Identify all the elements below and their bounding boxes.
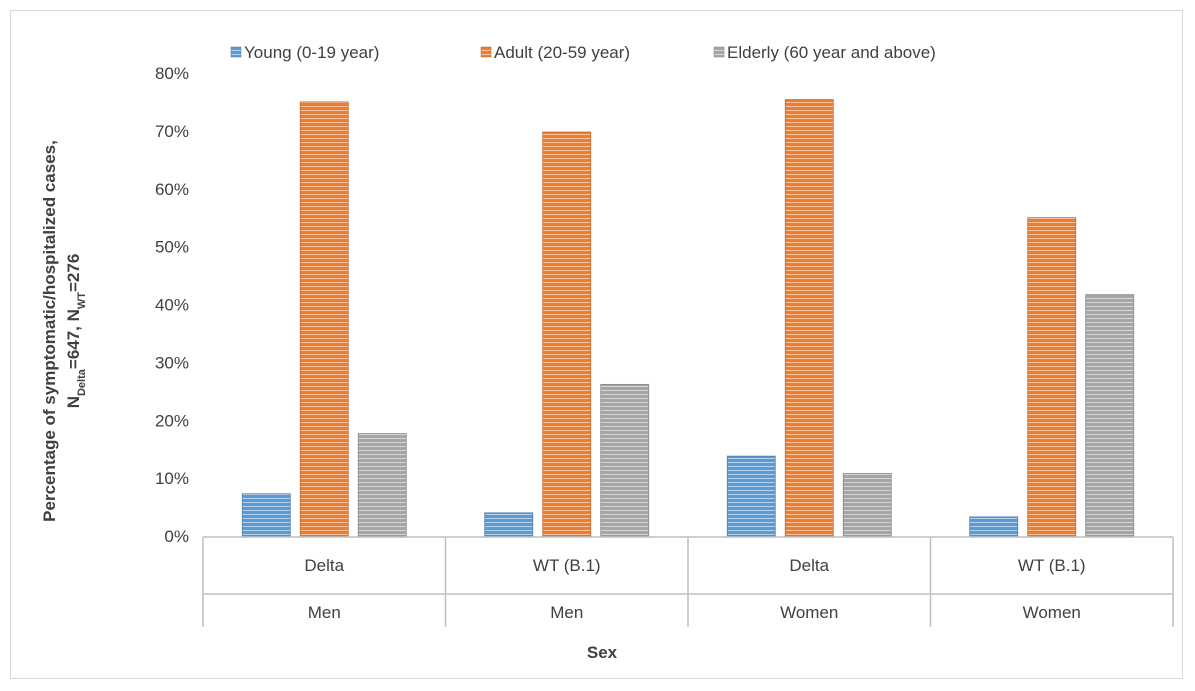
bar [1027, 217, 1077, 537]
x-tick-label-variant: WT (B.1) [533, 556, 601, 575]
x-tick-label-variant: Delta [789, 556, 829, 575]
bar [357, 433, 407, 537]
bar [784, 99, 834, 537]
bar-chart: Young (0-19 year) Adult (20-59 year) Elder… [40, 43, 1174, 662]
x-tick-label-variant: Delta [304, 556, 344, 575]
x-tick-label-sex: Women [1023, 603, 1081, 622]
y-axis: 0% 10% 20% 30% 40% 50% 60% 70% 80% [155, 64, 189, 546]
x-tick-label-sex: Women [780, 603, 838, 622]
bar [299, 101, 349, 537]
bar [241, 493, 291, 537]
legend-swatch [230, 46, 242, 58]
y-tick-label: 10% [155, 469, 189, 488]
legend: Young (0-19 year) Adult (20-59 year) Elder… [230, 43, 936, 62]
y-axis-title-text: =647, N [64, 309, 83, 369]
y-axis-title-subscript: Delta [76, 368, 88, 396]
x-axis: Delta Men WT (B.1) Men Delta Women WT (B.1) Wom… [202, 536, 1174, 627]
x-axis-title: Sex [587, 643, 618, 662]
chart-frame: Young (0-19 year) Adult (20-59 year) Elder… [10, 10, 1183, 679]
x-tick-label-sex: Men [308, 603, 341, 622]
y-tick-label: 30% [155, 353, 189, 372]
y-axis-title: Percentage of symptomatic/hospitalized c… [40, 140, 88, 522]
x-tick-label-sex: Men [550, 603, 583, 622]
x-tick-label-variant: WT (B.1) [1018, 556, 1086, 575]
legend-swatch [480, 46, 492, 58]
legend-item: Young (0-19 year) [230, 43, 379, 62]
y-axis-title-subscript: WT [76, 292, 88, 309]
bar [1085, 294, 1135, 537]
y-axis-title-text: =276 [64, 254, 83, 292]
bar [969, 516, 1019, 537]
legend-item: Elderly (60 year and above) [713, 43, 936, 62]
bar [842, 473, 892, 537]
bar [542, 131, 592, 537]
bars [241, 99, 1135, 537]
y-tick-label: 60% [155, 180, 189, 199]
y-tick-label: 50% [155, 238, 189, 257]
bar [726, 455, 776, 537]
y-axis-title-text: N [64, 396, 83, 408]
y-tick-label: 20% [155, 411, 189, 430]
y-tick-label: 0% [164, 527, 189, 546]
bar [484, 512, 534, 537]
legend-label: Elderly (60 year and above) [727, 43, 936, 62]
y-tick-label: 80% [155, 64, 189, 83]
legend-label: Young (0-19 year) [244, 43, 379, 62]
y-axis-title-line2: NDelta=647, NWT=276 [64, 254, 88, 409]
legend-label: Adult (20-59 year) [494, 43, 630, 62]
bar [600, 383, 650, 537]
y-tick-label: 40% [155, 296, 189, 315]
y-tick-label: 70% [155, 122, 189, 141]
legend-item: Adult (20-59 year) [480, 43, 630, 62]
y-axis-title-line1: Percentage of symptomatic/hospitalized c… [40, 140, 59, 522]
legend-swatch [713, 46, 725, 58]
